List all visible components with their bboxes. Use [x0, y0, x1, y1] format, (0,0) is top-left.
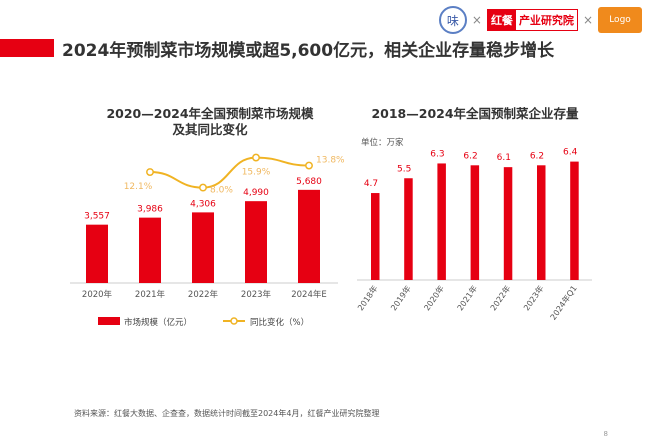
bar-market-size — [139, 217, 161, 283]
separator: × — [471, 13, 482, 27]
yoy-label: 13.8% — [316, 156, 345, 166]
bar-label: 6.2 — [530, 151, 544, 161]
yoy-point — [146, 168, 154, 176]
bar-enterprise-count — [470, 165, 480, 280]
bar-label: 6.4 — [563, 148, 578, 158]
bar-label: 6.3 — [430, 149, 444, 159]
chart1-title: 2020—2024年全国预制菜市场规模 及其同比变化 — [106, 106, 314, 137]
bar-market-size — [245, 201, 267, 283]
yoy-line — [149, 156, 310, 189]
x-tick-label: 2019年 — [388, 283, 412, 312]
x-tick-label: 2021年 — [455, 283, 479, 312]
bar-enterprise-count — [404, 178, 413, 280]
legend-line-marker — [230, 317, 238, 325]
x-tick-label: 2022年 — [188, 289, 219, 300]
bar-label: 3,557 — [84, 212, 110, 222]
yoy-point — [252, 153, 260, 162]
bar-label: 5,680 — [296, 177, 322, 187]
page-number: 8 — [603, 430, 608, 438]
yoy-point — [199, 183, 207, 192]
yoy-point — [305, 161, 313, 170]
legend-bar-swatch — [98, 317, 120, 325]
chart2-title: 2018—2024年全国预制菜企业存量 — [371, 106, 579, 121]
yoy-label: 12.1% — [124, 182, 153, 192]
x-tick-label: 2023年 — [241, 289, 272, 300]
legend-line-label: 同比变化（%） — [250, 317, 309, 328]
title-accent-bar — [0, 39, 54, 57]
yoy-label: 8.0% — [210, 186, 233, 196]
legend-bar-label: 市场规模（亿元） — [124, 317, 192, 328]
bar-enterprise-count — [371, 193, 380, 280]
page-title: 2024年预制菜市场规模或超5,600亿元，相关企业存量稳步增长 — [62, 41, 555, 61]
x-tick-label: 2024年Q1 — [548, 283, 579, 321]
separator: × — [582, 13, 593, 27]
x-tick-label: 2018年 — [355, 283, 379, 312]
logo-partner: Logo — [598, 7, 642, 33]
partner-logos: 味 × 红餐 产业研究院 × Logo — [438, 6, 642, 34]
bar-label: 5.5 — [397, 164, 411, 174]
bar-label: 4,306 — [190, 199, 216, 209]
unit-label: 单位：万家 — [361, 137, 404, 148]
x-tick-label: 2023年 — [521, 283, 545, 312]
bar-label: 4,990 — [243, 188, 269, 198]
bar-market-size — [86, 224, 108, 283]
bar-market-size — [298, 189, 320, 283]
bar-enterprise-count — [537, 165, 546, 280]
bar-label: 6.2 — [463, 151, 477, 161]
x-tick-label: 2022年 — [488, 283, 512, 312]
yoy-label: 15.9% — [242, 168, 271, 178]
bar-label: 3,986 — [137, 205, 163, 215]
bar-enterprise-count — [570, 161, 579, 280]
bar-label: 4.7 — [364, 179, 378, 189]
source-note: 资料来源：红餐大数据、企查查，数据统计时间截至2024年4月，红餐产业研究院整理 — [74, 409, 380, 418]
bar-enterprise-count — [437, 163, 446, 280]
x-tick-label: 2021年 — [135, 289, 166, 300]
logo-association: 味 — [438, 6, 467, 34]
bar-label: 6.1 — [497, 153, 511, 163]
bar-market-size — [192, 212, 214, 283]
logo-hongcan: 红餐 产业研究院 — [486, 9, 578, 31]
x-tick-label: 2020年 — [422, 283, 446, 312]
x-tick-label: 2024年E — [291, 289, 327, 300]
bar-enterprise-count — [503, 167, 513, 280]
x-tick-label: 2020年 — [82, 289, 113, 300]
